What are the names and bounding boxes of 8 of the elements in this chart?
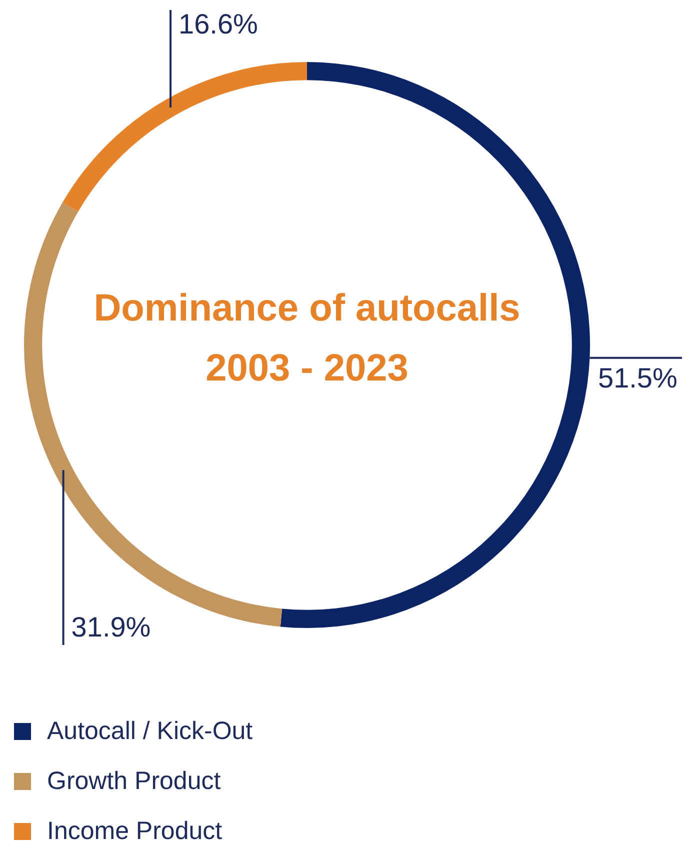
legend-label: Autocall / Kick-Out bbox=[47, 716, 253, 746]
text: 2003 - 2023 bbox=[206, 347, 408, 390]
legend-label: Income Product bbox=[47, 816, 222, 846]
data-label: 51.5% bbox=[598, 362, 678, 394]
text: Dominance of autocalls bbox=[94, 287, 520, 330]
data-label: 16.6% bbox=[178, 8, 258, 40]
legend-label: Growth Product bbox=[47, 766, 221, 796]
data-label: 31.9% bbox=[71, 612, 151, 643]
